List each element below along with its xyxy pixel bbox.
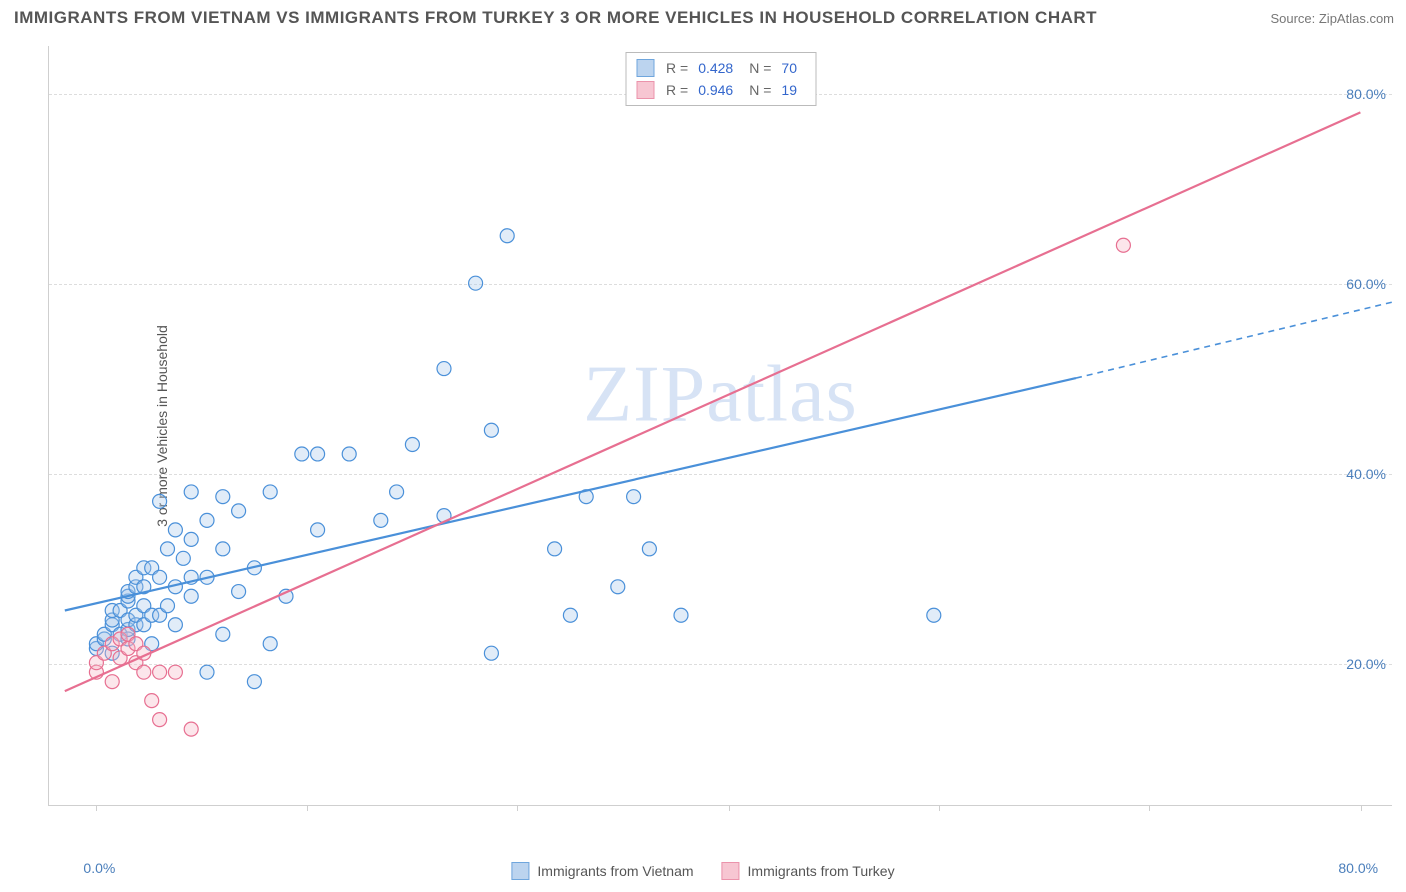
data-point (469, 276, 483, 290)
data-point (232, 585, 246, 599)
data-point (548, 542, 562, 556)
chart-header: IMMIGRANTS FROM VIETNAM VS IMMIGRANTS FR… (0, 0, 1406, 32)
legend-n-label: N = (749, 79, 771, 101)
data-point (168, 618, 182, 632)
data-point (153, 570, 167, 584)
swatch-bottom-1 (722, 862, 740, 880)
data-point (216, 627, 230, 641)
plot-svg (49, 46, 1392, 805)
legend-label-0: Immigrants from Vietnam (537, 863, 693, 879)
data-point (161, 599, 175, 613)
legend-r-label: R = (666, 57, 688, 79)
x-tick (517, 805, 518, 811)
data-point (674, 608, 688, 622)
data-point (627, 490, 641, 504)
trend-line-extension (1076, 302, 1392, 378)
x-tick-label-min: 0.0% (83, 860, 115, 876)
chart-title: IMMIGRANTS FROM VIETNAM VS IMMIGRANTS FR… (14, 8, 1097, 28)
data-point (390, 485, 404, 499)
swatch-series-0 (636, 59, 654, 77)
legend-series: Immigrants from Vietnam Immigrants from … (503, 860, 902, 882)
swatch-series-1 (636, 81, 654, 99)
x-tick (1149, 805, 1150, 811)
data-point (563, 608, 577, 622)
data-point (153, 713, 167, 727)
data-point (137, 665, 151, 679)
data-point (263, 485, 277, 499)
data-point (153, 494, 167, 508)
legend-n-value-0: 70 (781, 57, 797, 79)
data-point (311, 523, 325, 537)
x-tick (729, 805, 730, 811)
data-point (184, 722, 198, 736)
trend-line (65, 112, 1361, 691)
data-point (145, 694, 159, 708)
legend-n-value-1: 19 (781, 79, 797, 101)
data-point (161, 542, 175, 556)
legend-label-1: Immigrants from Turkey (748, 863, 895, 879)
legend-row-series-0: R = 0.428 N = 70 (636, 57, 805, 79)
x-tick (1361, 805, 1362, 811)
data-point (200, 513, 214, 527)
data-point (247, 675, 261, 689)
data-point (168, 523, 182, 537)
data-point (184, 532, 198, 546)
data-point (611, 580, 625, 594)
legend-r-label: R = (666, 79, 688, 101)
data-point (184, 589, 198, 603)
swatch-bottom-0 (511, 862, 529, 880)
legend-n-label: N = (749, 57, 771, 79)
data-point (311, 447, 325, 461)
legend-item-0: Immigrants from Vietnam (511, 862, 693, 880)
x-tick (307, 805, 308, 811)
data-point (184, 485, 198, 499)
x-tick (939, 805, 940, 811)
data-point (437, 362, 451, 376)
data-point (216, 490, 230, 504)
legend-correlation: R = 0.428 N = 70 R = 0.946 N = 19 (625, 52, 816, 106)
chart-area: 3 or more Vehicles in Household ZIPatlas… (48, 46, 1392, 806)
data-point (176, 551, 190, 565)
data-point (500, 229, 514, 243)
x-tick-label-max: 80.0% (1338, 860, 1378, 876)
data-point (153, 665, 167, 679)
data-point (1116, 238, 1130, 252)
data-point (200, 665, 214, 679)
data-point (484, 646, 498, 660)
legend-r-value-1: 0.946 (698, 79, 733, 101)
data-point (216, 542, 230, 556)
legend-item-1: Immigrants from Turkey (722, 862, 895, 880)
data-point (105, 675, 119, 689)
data-point (342, 447, 356, 461)
source-label: Source: ZipAtlas.com (1270, 11, 1394, 26)
data-point (484, 423, 498, 437)
legend-row-series-1: R = 0.946 N = 19 (636, 79, 805, 101)
data-point (927, 608, 941, 622)
data-point (405, 437, 419, 451)
data-point (642, 542, 656, 556)
data-point (263, 637, 277, 651)
data-point (232, 504, 246, 518)
data-point (374, 513, 388, 527)
x-tick (96, 805, 97, 811)
data-point (168, 665, 182, 679)
data-point (295, 447, 309, 461)
legend-r-value-0: 0.428 (698, 57, 733, 79)
